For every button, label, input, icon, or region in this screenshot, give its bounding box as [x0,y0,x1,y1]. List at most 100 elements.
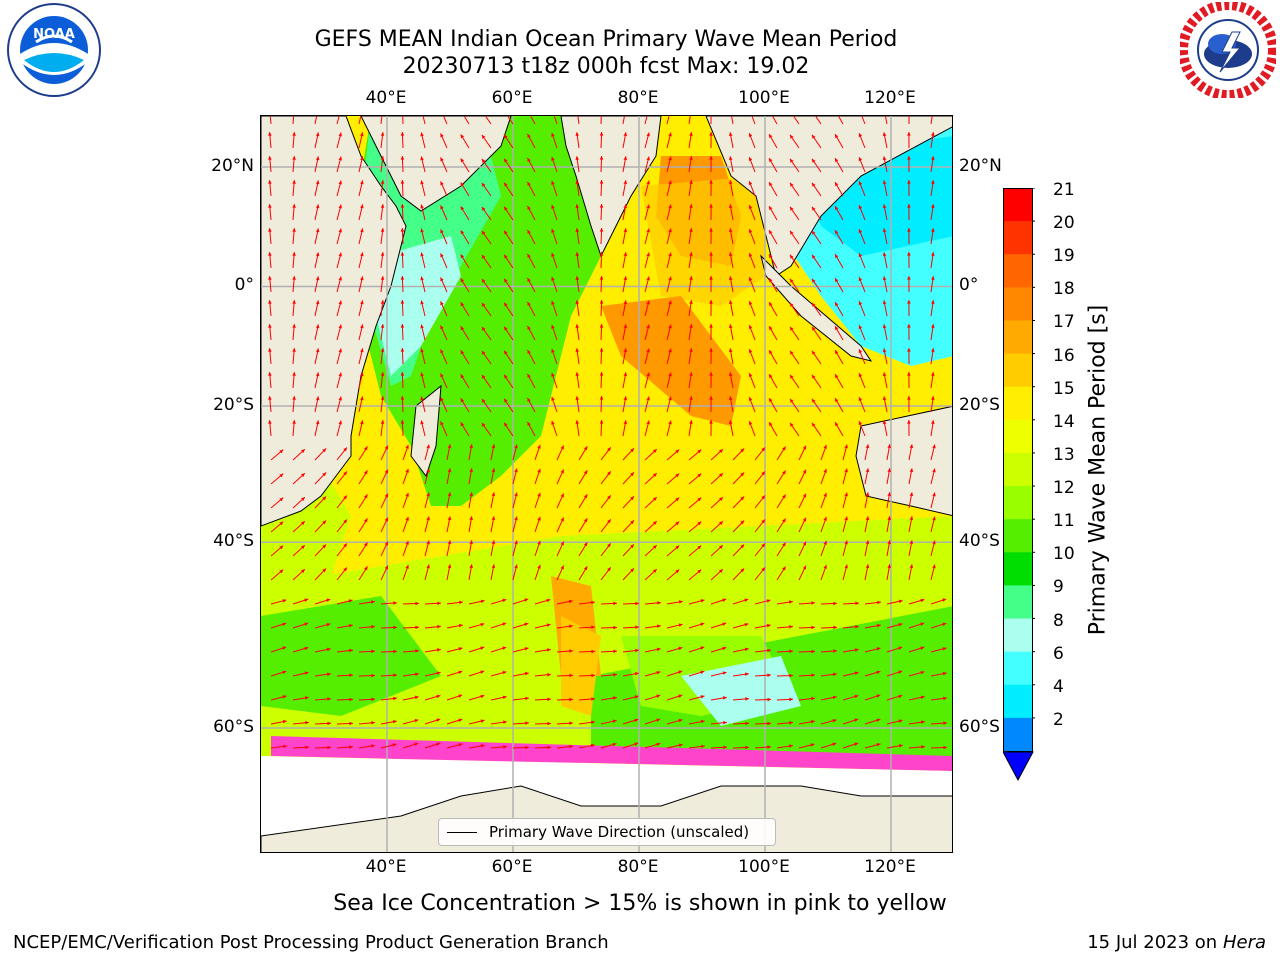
wave-arrow [908,116,910,125]
wave-arrow [314,520,327,533]
wave-arrow [908,745,925,749]
wave-arrow [358,625,375,629]
wave-arrow [688,473,702,485]
wave-arrow [551,372,558,389]
wave-arrow [575,252,580,269]
wave-arrow [380,743,397,749]
wave-arrow [882,372,888,389]
wave-arrow [440,157,448,173]
wave-arrow [481,206,492,221]
wave-arrow [666,396,672,413]
wave-arrow [754,721,772,726]
wave-arrow [930,180,935,197]
wave-arrow [728,180,734,197]
wave-arrow [834,397,844,413]
wave-arrow [336,420,342,437]
wave-arrow [424,468,430,485]
wave-arrow [578,625,595,630]
wave-arrow [644,420,650,437]
wave-arrow [424,742,441,749]
wave-arrow [732,448,745,461]
wave-arrow [666,228,672,245]
wave-arrow [834,349,844,365]
wave-arrow [907,131,911,149]
wave-arrow [908,670,925,677]
wave-arrow [907,179,911,197]
wave-arrow [484,116,492,125]
wave-arrow [420,324,426,341]
wave-arrow [820,742,837,749]
wave-arrow [622,132,628,149]
wave-arrow [858,132,866,149]
lon-tick-top: 100°E [738,88,790,108]
legend-line-swatch [447,831,477,833]
wave-arrow [402,468,409,485]
wave-arrow [644,718,661,725]
noaa-logo-icon: NOAA [7,3,101,97]
wave-arrow [575,300,580,317]
wave-arrow [556,744,573,749]
wave-arrow [886,744,903,749]
wave-arrow [446,468,452,485]
wave-arrow [644,448,658,461]
wave-arrow [666,276,672,293]
nws-logo-icon [1180,2,1276,98]
wave-arrow [600,649,618,654]
sea-ice-note: Sea Ice Concentration > 15% is shown in … [333,891,947,916]
wave-arrow [424,648,441,653]
wave-arrow [834,373,844,389]
wave-arrow [644,568,658,581]
wave-arrow [688,396,693,413]
wave-arrow [666,646,683,653]
wave-arrow [644,472,658,485]
wave-arrow [551,252,558,269]
wave-arrow [907,371,911,389]
wave-arrow [622,116,625,125]
wave-arrow [468,516,473,533]
wave-arrow [490,670,507,677]
wave-arrow [402,116,404,125]
wave-arrow [600,543,612,557]
wave-arrow [748,156,756,173]
wave-arrow [503,398,514,413]
wave-arrow [666,180,672,197]
wave-arrow [842,516,848,533]
wave-arrow [666,132,672,149]
wave-arrow [358,697,376,702]
wave-arrow [930,252,935,269]
colorbar-tick-label: 9 [1053,577,1064,598]
wave-arrow [512,696,529,701]
wave-arrow [292,300,296,317]
colorbar-tick-label: 13 [1053,444,1075,465]
wave-arrow [751,116,756,125]
wave-arrow [768,229,778,245]
wave-arrow [490,444,496,461]
wave-arrow [710,544,724,557]
wave-arrow [358,204,364,221]
wave-arrow [599,395,604,413]
wave-arrow [842,624,859,629]
wave-arrow [709,371,713,389]
wave-arrow [460,182,470,197]
wave-arrow [440,133,448,149]
wave-arrow [512,598,529,605]
wave-arrow [512,444,518,461]
lon-tick-top: 60°E [491,88,533,108]
wave-arrow [666,623,683,629]
wave-arrow [358,542,368,557]
wave-arrow [666,694,683,701]
wave-arrow [754,471,766,485]
colorbar-tick-label: 20 [1053,213,1075,234]
wave-arrow [575,180,580,197]
wave-arrow [908,516,914,533]
lon-tick-bottom: 120°E [864,857,916,877]
wave-arrow [789,230,800,245]
wave-arrow [710,622,727,629]
wave-arrow [834,229,844,245]
wave-arrow [468,599,485,605]
wave-arrow [556,649,573,653]
wave-arrow [292,156,296,173]
wave-arrow [527,421,536,437]
wave-arrow [930,721,947,725]
wave-arrow [446,743,463,749]
